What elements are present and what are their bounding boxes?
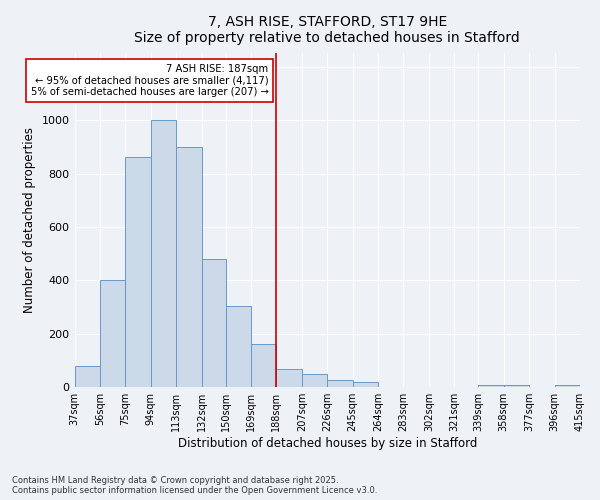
Bar: [176, 147, 202, 387]
Bar: [277, 368, 302, 387]
Bar: [100, 280, 125, 387]
Bar: [151, 120, 176, 387]
Bar: [327, 380, 353, 387]
Bar: [504, 385, 529, 387]
Bar: [353, 382, 378, 387]
Title: 7, ASH RISE, STAFFORD, ST17 9HE
Size of property relative to detached houses in : 7, ASH RISE, STAFFORD, ST17 9HE Size of …: [134, 15, 520, 45]
Y-axis label: Number of detached properties: Number of detached properties: [23, 128, 36, 314]
X-axis label: Distribution of detached houses by size in Stafford: Distribution of detached houses by size …: [178, 437, 477, 450]
Bar: [226, 306, 251, 387]
Bar: [202, 259, 226, 387]
Bar: [74, 366, 100, 387]
Bar: [251, 344, 277, 387]
Bar: [478, 385, 504, 387]
Bar: [125, 158, 151, 387]
Bar: [554, 385, 580, 387]
Bar: [302, 374, 327, 387]
Text: Contains HM Land Registry data © Crown copyright and database right 2025.
Contai: Contains HM Land Registry data © Crown c…: [12, 476, 377, 495]
Text: 7 ASH RISE: 187sqm
← 95% of detached houses are smaller (4,117)
5% of semi-detac: 7 ASH RISE: 187sqm ← 95% of detached hou…: [31, 64, 268, 97]
